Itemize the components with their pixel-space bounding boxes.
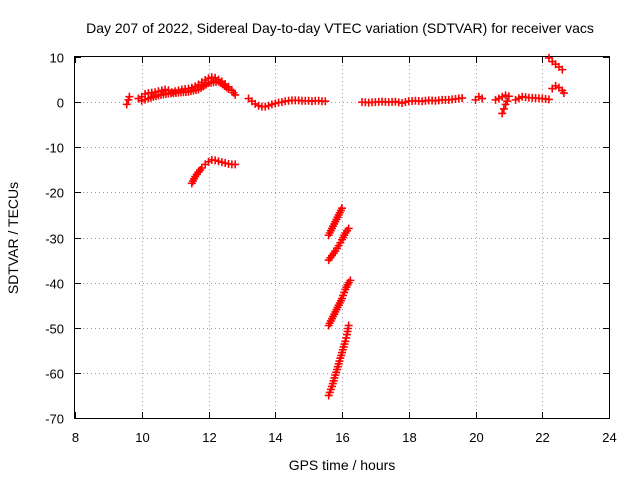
- data-point: [504, 92, 513, 101]
- data-point: [478, 94, 487, 103]
- plot-frame: [74, 56, 610, 419]
- data-points: [122, 53, 568, 400]
- y-tick-label: 10: [50, 51, 64, 66]
- data-point: [346, 276, 355, 285]
- data-point: [544, 95, 553, 104]
- data-point: [344, 224, 353, 233]
- y-tick-label: -30: [45, 232, 64, 247]
- data-point: [122, 100, 131, 109]
- y-tick-label: -20: [45, 186, 64, 201]
- data-point: [498, 109, 507, 118]
- y-tick-label: 0: [57, 96, 64, 111]
- y-tick-label: -70: [45, 412, 64, 427]
- x-tick-label: 14: [268, 430, 282, 445]
- x-tick-label: 8: [72, 430, 79, 445]
- data-point: [503, 97, 512, 106]
- axis-ticks: 8 10 12 14 16 18 20 22 24 10 0 -10 -20 -30 -40 -50 -60 -7…: [45, 51, 617, 446]
- y-tick-label: -50: [45, 322, 64, 337]
- data-point: [231, 160, 240, 169]
- data-point: [231, 90, 240, 99]
- data-point: [559, 89, 568, 98]
- x-tick-label: 10: [135, 430, 149, 445]
- x-tick-label: 16: [335, 430, 349, 445]
- grid: [75, 57, 609, 418]
- data-point: [125, 92, 134, 101]
- data-point: [499, 104, 508, 113]
- x-tick-label: 24: [602, 430, 616, 445]
- data-point: [558, 65, 567, 74]
- y-tick-label: -40: [45, 277, 64, 292]
- data-point: [224, 85, 233, 94]
- x-axis-label: GPS time / hours: [289, 457, 396, 473]
- data-point: [344, 321, 353, 330]
- chart-title: Day 207 of 2022, Sidereal Day-to-day VTE…: [86, 20, 594, 36]
- y-tick-label: -60: [45, 367, 64, 382]
- x-tick-label: 22: [535, 430, 549, 445]
- data-point: [321, 97, 330, 106]
- x-tick-label: 12: [202, 430, 216, 445]
- y-axis-label: SDTVAR / TECUs: [5, 182, 21, 294]
- x-tick-label: 18: [402, 430, 416, 445]
- data-point: [458, 94, 467, 103]
- y-tick-label: -10: [45, 141, 64, 156]
- x-tick-label: 20: [469, 430, 483, 445]
- data-point: [338, 204, 346, 213]
